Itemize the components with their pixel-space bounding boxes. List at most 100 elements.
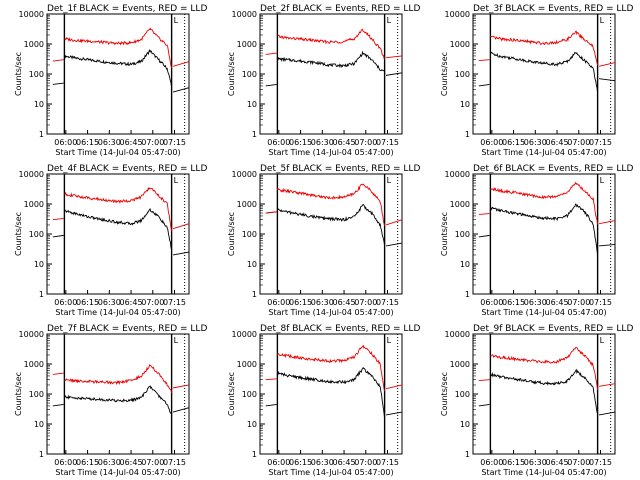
- y-tick-label: 1: [252, 450, 257, 459]
- red-series-line: [490, 347, 599, 390]
- red-post-segment: [385, 384, 403, 390]
- black-pre-segment: [52, 82, 64, 85]
- y-tick-label: 100: [29, 390, 44, 399]
- plot-frame: [46, 333, 190, 455]
- x-axis-label: Start Time (14-Jul-04 05:47:00): [55, 308, 180, 317]
- y-tick-label: 10: [34, 420, 44, 429]
- y-tick-label: 10: [460, 100, 470, 109]
- x-tick-label: 06:30: [524, 138, 547, 147]
- y-tick-label: 10: [247, 420, 257, 429]
- plot-frame: [259, 13, 403, 135]
- x-tick-label: 07:15: [163, 298, 186, 307]
- black-pre-segment: [265, 83, 277, 87]
- y-tick-label: 10000: [232, 170, 257, 179]
- black-post-segment: [172, 87, 190, 93]
- y-axis-label: Counts/sec: [440, 52, 449, 96]
- x-axis-label: Start Time (14-Jul-04 05:47:00): [268, 468, 393, 477]
- plot-frame: [472, 173, 616, 295]
- x-tick-label: 07:15: [589, 298, 612, 307]
- red-series-line: [276, 183, 386, 226]
- x-tick-label: 06:30: [311, 298, 334, 307]
- y-axis-label: Counts/sec: [227, 372, 236, 416]
- black-series-line: [63, 49, 173, 88]
- y-tick-label: 10000: [445, 170, 470, 179]
- x-tick-label: 06:45: [546, 298, 569, 307]
- y-tick-label: 1000: [237, 40, 257, 49]
- chart-panel: Det_5f BLACK = Events, RED = LLD 1 10 100 10…: [227, 164, 420, 317]
- black-post-segment: [599, 78, 616, 82]
- x-tick-label: 07:00: [354, 298, 377, 307]
- x-tick-label: 06:45: [546, 458, 569, 467]
- chart-title: Det_2f BLACK = Events, RED = LLD: [260, 4, 420, 14]
- plot-frame: [46, 173, 190, 295]
- black-post-segment: [172, 251, 190, 256]
- red-pre-segment: [478, 379, 490, 382]
- x-tick-label: 06:45: [333, 458, 356, 467]
- x-axis-label: Start Time (14-Jul-04 05:47:00): [268, 148, 393, 157]
- chart-panel: Det_1f BLACK = Events, RED = LLD 1 10 100 10…: [14, 4, 207, 157]
- black-post-segment: [385, 242, 403, 247]
- x-tick-label: 06:45: [120, 138, 143, 147]
- chart-title: Det_7f BLACK = Events, RED = LLD: [47, 324, 207, 334]
- x-tick-label: 07:00: [354, 458, 377, 467]
- x-tick-label: 06:30: [98, 298, 121, 307]
- x-tick-label: 06:00: [267, 458, 290, 467]
- x-tick-label: 07:15: [376, 298, 399, 307]
- black-post-segment: [598, 411, 616, 416]
- y-tick-label: 1000: [24, 40, 44, 49]
- x-axis-label: Start Time (14-Jul-04 05:47:00): [481, 308, 606, 317]
- y-tick-label: 100: [29, 70, 44, 79]
- x-tick-label: 06:15: [289, 298, 312, 307]
- y-tick-label: 1: [39, 450, 44, 459]
- x-tick-label: 06:00: [54, 138, 77, 147]
- black-series-line: [277, 50, 386, 73]
- x-tick-label: 07:15: [589, 458, 612, 467]
- x-tick-label: 06:45: [120, 458, 143, 467]
- y-tick-label: 10000: [445, 330, 470, 339]
- x-tick-label: 06:15: [76, 458, 99, 467]
- black-pre-segment: [478, 83, 490, 87]
- y-tick-label: 1: [465, 130, 470, 139]
- y-tick-label: 10000: [232, 10, 257, 19]
- x-tick-label: 06:45: [546, 138, 569, 147]
- x-tick-label: 06:15: [502, 298, 525, 307]
- y-tick-label: 10000: [19, 10, 44, 19]
- x-tick-label: 07:00: [141, 138, 164, 147]
- x-axis-label: Start Time (14-Jul-04 05:47:00): [481, 468, 606, 477]
- y-tick-label: 100: [29, 230, 44, 239]
- marker-label: L: [174, 336, 179, 345]
- y-tick-label: 1000: [237, 360, 257, 369]
- y-tick-label: 10000: [232, 330, 257, 339]
- red-post-segment: [172, 223, 190, 230]
- chart-panel: Det_7f BLACK = Events, RED = LLD 1 10 100 10…: [14, 324, 207, 477]
- x-tick-label: 07:15: [163, 458, 186, 467]
- x-tick-label: 06:00: [54, 458, 77, 467]
- x-tick-label: 06:30: [98, 458, 121, 467]
- x-tick-label: 07:00: [141, 298, 164, 307]
- y-tick-label: 100: [455, 230, 470, 239]
- y-axis-label: Counts/sec: [440, 372, 449, 416]
- black-series-line: [277, 366, 386, 419]
- plot-frame: [46, 13, 190, 135]
- x-tick-label: 07:15: [163, 138, 186, 147]
- black-series-line: [277, 203, 386, 246]
- x-tick-label: 06:30: [311, 138, 334, 147]
- red-post-segment: [598, 62, 616, 67]
- y-tick-label: 10: [34, 260, 44, 269]
- red-series-line: [64, 364, 173, 393]
- red-series-line: [64, 186, 173, 232]
- black-pre-segment: [52, 403, 64, 407]
- y-tick-label: 1000: [450, 40, 470, 49]
- red-post-segment: [172, 384, 190, 389]
- marker-label: L: [600, 336, 605, 345]
- y-tick-label: 1: [252, 290, 257, 299]
- plot-frame: [472, 13, 616, 135]
- y-tick-label: 100: [455, 390, 470, 399]
- red-post-segment: [386, 55, 403, 59]
- red-series-line: [64, 27, 173, 68]
- red-pre-segment: [478, 59, 490, 62]
- y-axis-label: Counts/sec: [14, 52, 23, 96]
- marker-label: L: [387, 16, 392, 25]
- x-axis-label: Start Time (14-Jul-04 05:47:00): [268, 308, 393, 317]
